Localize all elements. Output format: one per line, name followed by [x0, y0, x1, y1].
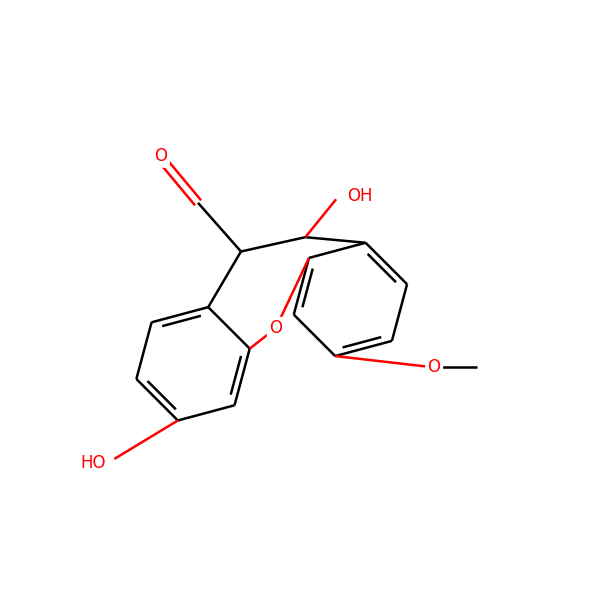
Text: O: O — [269, 319, 282, 337]
Text: O: O — [154, 148, 167, 166]
Text: HO: HO — [80, 454, 106, 472]
Text: OH: OH — [347, 187, 373, 205]
Text: O: O — [428, 358, 440, 376]
